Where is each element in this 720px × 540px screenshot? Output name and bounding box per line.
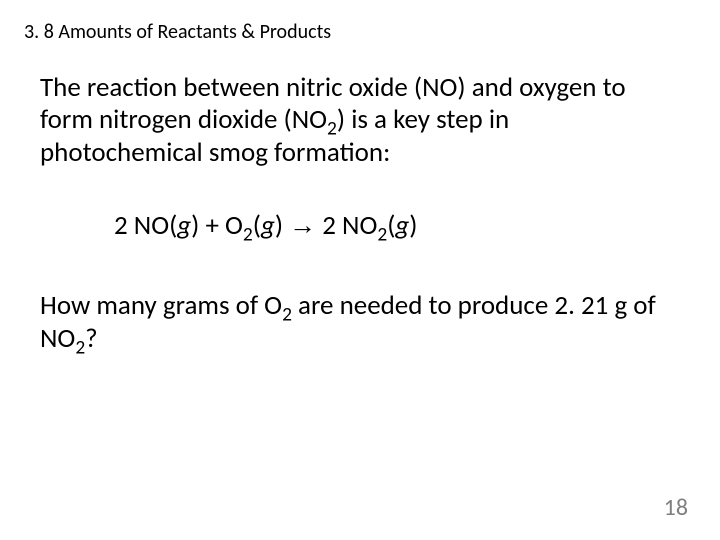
eq-p5: 2 NO [316,209,377,242]
eq-p1: 2 NO( [114,209,177,242]
eq-p4: ) [275,209,289,242]
eq-p2: ) + O [191,209,243,242]
eq-state-1: g [177,209,191,242]
eq-sub-2: 2 [377,223,387,247]
slide: 3. 8 Amounts of Reactants & Products The… [0,0,720,540]
page-number: 18 [664,493,688,522]
eq-p3: ( [253,209,261,242]
eq-p7: ) [409,209,417,242]
eq-sub-1: 2 [243,223,253,247]
q-text-3: ? [85,322,98,355]
body-block: The reaction between nitric oxide (NO) a… [24,72,696,355]
q-sub-1: 2 [282,303,292,327]
section-header: 3. 8 Amounts of Reactants & Products [24,20,696,44]
arrow-icon: → [289,210,316,240]
q-sub-2: 2 [75,335,85,359]
eq-state-2: g [261,209,275,242]
q-text-1: How many grams of O [40,289,282,322]
chemical-equation: 2 NO(g) + O2(g) → 2 NO2(g) [114,209,656,242]
section-title: 3. 8 Amounts of Reactants & Products [24,20,331,44]
intro-paragraph: The reaction between nitric oxide (NO) a… [40,72,656,169]
eq-state-3: g [395,209,409,242]
question-paragraph: How many grams of O2 are needed to produ… [40,290,656,355]
